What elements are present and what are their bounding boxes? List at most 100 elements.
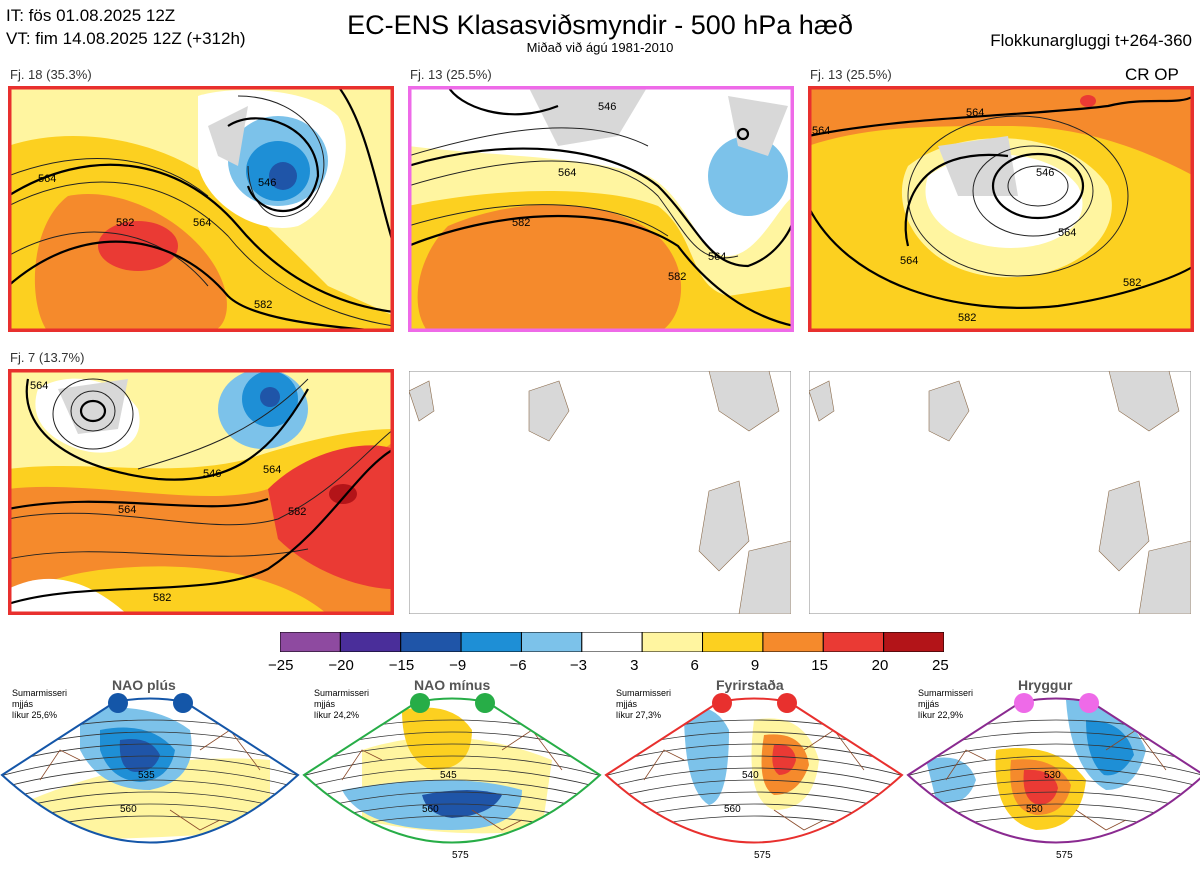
anomaly-blob: [119, 739, 160, 772]
svg-text:546: 546: [1036, 167, 1054, 179]
colorbar-segment: [400, 632, 462, 652]
regime-dot: [1014, 693, 1034, 713]
colorbar-tick: −15: [388, 657, 415, 674]
height-contour: [2, 743, 298, 765]
valid-time: VT: fim 14.08.2025 12Z (+312h): [6, 29, 246, 48]
svg-text:564: 564: [558, 167, 576, 179]
cluster-map-3: 564 564 546 564 582 582 564: [808, 86, 1194, 332]
regime-info: Sumarmisseri mjjás líkur 24,2%: [314, 688, 369, 721]
colorbar-tick: −3: [569, 657, 587, 674]
svg-text:582: 582: [116, 217, 134, 229]
regime-info: Sumarmisseri mjjás líkur 27,3%: [616, 688, 671, 721]
regime-border: [0, 697, 300, 844]
svg-text:564: 564: [263, 464, 281, 476]
regime-map: 545 560 575: [302, 697, 602, 861]
colorbar-segment: [280, 632, 341, 652]
header-times: IT: fös 01.08.2025 12Z VT: fim 14.08.202…: [6, 4, 246, 50]
colorbar-tick: 15: [811, 657, 828, 674]
colorbar-tick: −6: [509, 657, 527, 674]
regime-season: Sumarmisseri: [616, 688, 672, 698]
height-contour: [908, 743, 1200, 765]
panel-3-label: Fj. 13 (25.5%): [810, 67, 892, 82]
colorbar-segment: [822, 632, 885, 652]
empty-map-6: [809, 371, 1191, 614]
anomaly-blob: [684, 707, 729, 805]
regime-dot: [777, 693, 797, 713]
colorbar-segment: [460, 632, 522, 652]
anomaly-colorbar: [280, 632, 944, 652]
regime-freq: mjjás: [12, 699, 34, 709]
anomaly-blob: [402, 707, 472, 770]
regime-contour-label: 575: [1056, 850, 1073, 861]
cluster-map-4: 564 546 564 582 582 564: [8, 369, 394, 615]
svg-text:564: 564: [118, 504, 136, 516]
colorbar-tick: 3: [630, 657, 639, 674]
regime-contour-label: 560: [422, 804, 439, 815]
svg-text:564: 564: [30, 380, 48, 392]
svg-text:582: 582: [958, 312, 976, 324]
colorbar-tick: 25: [932, 657, 949, 674]
regime-border: [604, 697, 904, 844]
panel-2-label: Fj. 13 (25.5%): [410, 67, 492, 82]
regime-dot: [173, 693, 193, 713]
regime-contour-label: 535: [138, 770, 155, 781]
regime-dot: [475, 693, 495, 713]
svg-text:546: 546: [598, 101, 616, 113]
height-contour: [606, 743, 902, 765]
height-contour: [304, 791, 600, 813]
regime-contour-label: 550: [1026, 804, 1043, 815]
regime-map: 530 550 575: [906, 697, 1200, 861]
regime-season: Sumarmisseri: [12, 688, 68, 698]
colorbar-tick: 9: [750, 657, 760, 674]
svg-text:564: 564: [38, 173, 56, 185]
colorbar-segment: [339, 632, 402, 652]
regime-border: [302, 697, 602, 844]
colorbar-tick: −9: [449, 657, 467, 674]
init-time: IT: fös 01.08.2025 12Z: [6, 6, 176, 25]
svg-text:564: 564: [966, 107, 984, 119]
colorbar-segment: [883, 632, 944, 652]
height-contour: [606, 767, 902, 789]
regime-map: 535 560: [0, 697, 300, 844]
anomaly-blob: [1023, 769, 1058, 805]
svg-text:564: 564: [812, 125, 830, 137]
regime-title: Fyrirstaða: [716, 677, 784, 693]
svg-text:564: 564: [193, 217, 211, 229]
colorbar-tick: −25: [268, 657, 294, 674]
svg-text:546: 546: [258, 177, 276, 189]
cluster-map-1: 564 582 582 564 546: [8, 86, 394, 332]
regime-title: Hryggur: [1018, 677, 1073, 693]
regime-info: Sumarmisseri mjjás líkur 22,9%: [918, 688, 973, 721]
regime-contour-label: 540: [742, 770, 759, 781]
regime-contour-label: 575: [754, 850, 771, 861]
regime-prob: líkur 25,6%: [12, 710, 58, 720]
height-contour: [908, 755, 1200, 777]
panel-4-label: Fj. 7 (13.7%): [10, 350, 85, 365]
control-run-tag: CR OP: [1125, 65, 1179, 84]
regime-season: Sumarmisseri: [314, 688, 370, 698]
regime-dot: [108, 693, 128, 713]
regime-dot: [1079, 693, 1099, 713]
regime-prob: líkur 24,2%: [314, 710, 360, 720]
empty-map-5: [409, 371, 791, 614]
colorbar-segment: [762, 632, 824, 652]
regime-contour-label: 560: [724, 804, 741, 815]
page-title: EC-ENS Klasasviðsmyndir - 500 hPa hæð: [347, 10, 853, 40]
colorbar-tick: −20: [328, 657, 354, 674]
regime-contour-label: 575: [452, 850, 469, 861]
height-contour: [2, 755, 298, 777]
svg-text:582: 582: [512, 217, 530, 229]
regime-title: NAO mínus: [414, 677, 491, 693]
svg-text:582: 582: [288, 506, 306, 518]
height-contour: [606, 755, 902, 777]
height-contour: [304, 767, 600, 789]
regime-title: NAO plús: [112, 677, 176, 693]
regime-prob: líkur 27,3%: [616, 710, 662, 720]
height-contour: [304, 779, 600, 801]
colorbar-segment: [641, 632, 704, 652]
regime-contour-label: 545: [440, 770, 457, 781]
svg-text:546: 546: [203, 468, 221, 480]
height-contour: [304, 743, 600, 765]
colorbar-tick: 20: [871, 657, 889, 674]
regime-freq: mjjás: [616, 699, 638, 709]
